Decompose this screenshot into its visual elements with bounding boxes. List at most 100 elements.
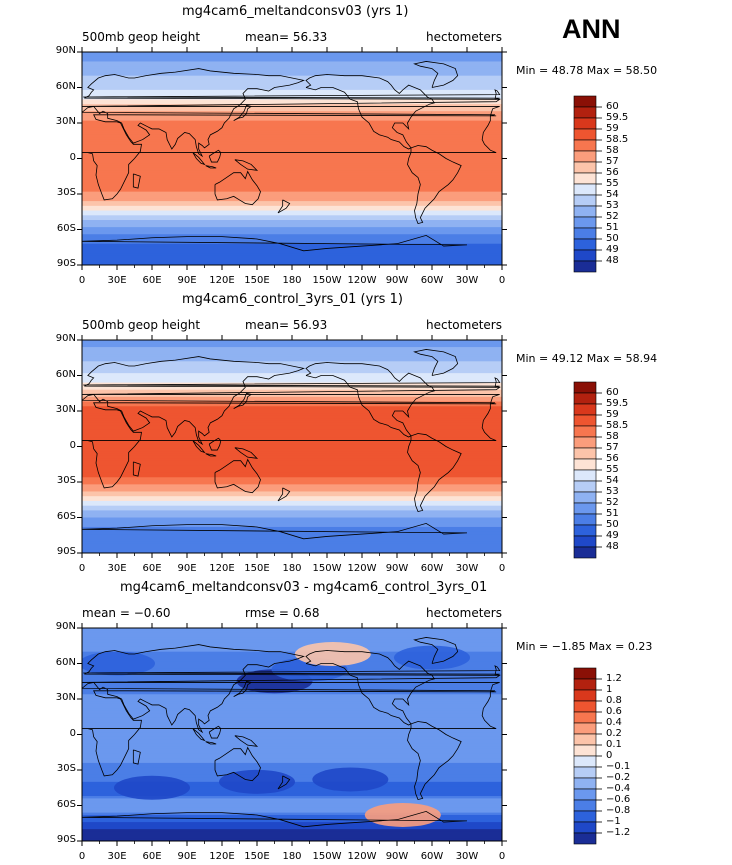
colorbar-swatch [573, 205, 597, 218]
field-band [82, 394, 502, 398]
field-band [82, 415, 502, 419]
lon-tick-label: 60E [142, 563, 162, 574]
field-band [82, 713, 502, 717]
colorbar-swatch [573, 458, 597, 471]
lon-tick-label: 60E [142, 851, 162, 862]
lat-tick-label: 30N [55, 692, 76, 703]
coastline [132, 461, 141, 477]
colorbar-swatch [573, 700, 597, 713]
field-band [82, 522, 502, 526]
field-band [82, 541, 502, 545]
field-band [82, 427, 502, 431]
field-band [82, 196, 502, 200]
field-band [82, 448, 502, 452]
field-band [82, 493, 502, 497]
coastline [214, 746, 261, 782]
lon-tick-label: 0 [498, 851, 506, 862]
field-band [82, 172, 502, 176]
field-band [82, 703, 502, 707]
colorbar-swatch [573, 777, 597, 790]
colorbar-label: 57 [606, 156, 619, 167]
field-band [82, 361, 502, 365]
colorbar-swatch [573, 689, 597, 702]
colorbar-swatch [573, 249, 597, 262]
anomaly-blob [82, 651, 155, 676]
lon-tick-label: 0 [78, 275, 86, 286]
field-band [82, 165, 502, 169]
lon-tick-label: 0 [78, 851, 86, 862]
colorbar-swatch [573, 194, 597, 207]
lon-tick-label: 120E [209, 563, 235, 574]
field-band [82, 760, 502, 764]
coastline [413, 349, 459, 376]
colorbar-swatch [573, 733, 597, 746]
anomaly-blob [364, 802, 441, 827]
lat-tick-label: 90S [56, 546, 76, 557]
field-band [82, 519, 502, 523]
colorbar-swatch [573, 524, 597, 537]
field-band [82, 134, 502, 138]
field-band [82, 429, 502, 433]
field-band [82, 741, 502, 745]
field-band [82, 701, 502, 705]
field-band [82, 186, 502, 190]
lon-tick-label: 60E [142, 275, 162, 286]
field-band [82, 380, 502, 384]
field-band [82, 814, 502, 818]
colorbar-label: 54 [606, 189, 619, 200]
lon-tick-label: 150E [244, 851, 270, 862]
field-band [82, 389, 502, 393]
lon-tick-label: 90W [385, 275, 409, 286]
colorbar-label: 0.1 [606, 739, 622, 750]
field-band [82, 708, 502, 712]
colorbar-label: 49 [606, 530, 619, 541]
field-band [82, 184, 502, 188]
field-band [82, 422, 502, 426]
left-label: 500mb geop height [82, 30, 201, 44]
field-band [82, 257, 502, 261]
lon-tick-label: 0 [78, 563, 86, 574]
field-band [82, 366, 502, 369]
field-band [82, 234, 502, 238]
field-band [82, 646, 502, 650]
field-band [82, 717, 502, 721]
coastline [132, 173, 141, 189]
colorbar-swatch [573, 744, 597, 757]
colorbar-swatch [573, 755, 597, 768]
colorbar-swatch [573, 766, 597, 779]
field-band [82, 543, 502, 547]
field-band [82, 536, 502, 540]
field-band [82, 505, 502, 509]
lon-tick-label: 30E [107, 563, 127, 574]
field-band [82, 628, 502, 631]
lon-tick-label: 180 [282, 275, 302, 286]
field-band [82, 819, 502, 823]
field-band [82, 635, 502, 639]
coastline [214, 458, 261, 494]
colorbar-swatch [573, 821, 597, 834]
field-band [82, 656, 502, 660]
field-band [82, 243, 502, 247]
field-band [82, 529, 502, 533]
field-band [82, 368, 502, 372]
field-band [82, 758, 502, 762]
field-band [82, 770, 502, 773]
field-band [82, 260, 502, 264]
lon-tick-label: 90E [177, 275, 197, 286]
field-band [82, 130, 502, 134]
field-band [82, 545, 502, 549]
field-band [82, 739, 502, 743]
field-band [82, 465, 502, 469]
field-band [82, 203, 502, 207]
field-band [82, 524, 502, 528]
colorbar-swatch [573, 678, 597, 691]
field-band [82, 120, 502, 124]
field-band [82, 212, 502, 216]
field-band [82, 418, 502, 422]
coastline [208, 437, 222, 451]
field-band [82, 250, 502, 254]
colorbar-label: 52 [606, 497, 619, 508]
coastline [233, 104, 253, 121]
field-band [82, 526, 502, 530]
field-band [82, 654, 502, 657]
